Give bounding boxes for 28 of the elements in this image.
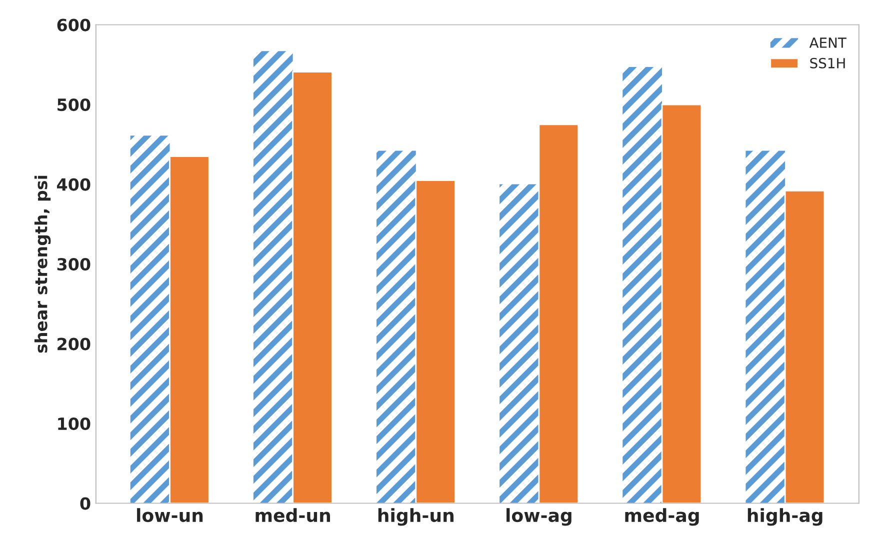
bar bbox=[169, 156, 210, 504]
y-tick-label: 100 bbox=[58, 417, 90, 430]
bar bbox=[661, 104, 702, 504]
x-tick-label: med-un bbox=[256, 508, 330, 522]
y-tick-label: 300 bbox=[57, 258, 90, 271]
y-tick-label: 0 bbox=[80, 497, 90, 510]
bar bbox=[746, 150, 786, 504]
x-tick-label: high-un bbox=[378, 508, 454, 526]
bar bbox=[376, 150, 416, 504]
x-tick-label: med-ag bbox=[625, 508, 699, 526]
y-tick-label: 600 bbox=[57, 18, 90, 32]
bar bbox=[622, 67, 662, 504]
y-tick-label: 500 bbox=[58, 98, 90, 112]
x-tick-label: high-ag bbox=[748, 508, 822, 526]
y-tick-label: 400 bbox=[57, 178, 90, 191]
x-tick-label: low-un bbox=[137, 508, 203, 522]
x-tick-label: low-ag bbox=[506, 508, 572, 526]
bar bbox=[415, 180, 456, 504]
bar bbox=[538, 124, 580, 504]
bar bbox=[253, 51, 293, 504]
bar bbox=[130, 136, 170, 504]
legend-label: SS1H bbox=[810, 58, 845, 68]
legend-label: AENT bbox=[809, 38, 846, 48]
bar bbox=[500, 184, 539, 504]
y-axis-title: shear strength, psi bbox=[34, 176, 51, 353]
bar bbox=[784, 190, 826, 504]
bar bbox=[292, 71, 333, 504]
y-tick-label: 200 bbox=[58, 338, 90, 350]
